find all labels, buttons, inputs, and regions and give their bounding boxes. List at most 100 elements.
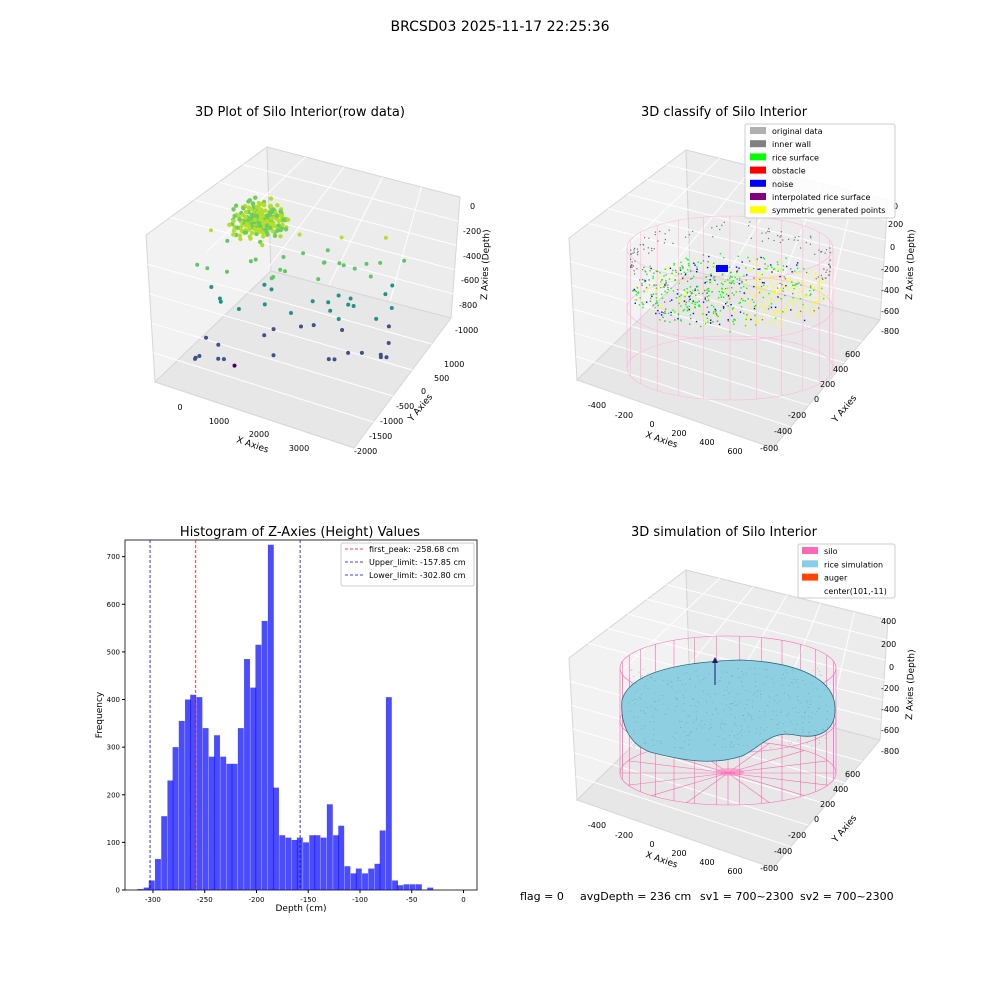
cls-point bbox=[684, 295, 686, 298]
cls-point bbox=[754, 314, 756, 317]
raw-scatter-point bbox=[262, 302, 267, 307]
cls-point bbox=[730, 275, 732, 278]
cls-point bbox=[725, 293, 728, 295]
raw-scatter-point bbox=[351, 304, 356, 308]
sim-surface-mesh-dot bbox=[775, 695, 777, 696]
sim-surface-mesh-dot bbox=[635, 683, 636, 684]
cls-point bbox=[691, 296, 693, 298]
cls-point bbox=[634, 289, 637, 292]
sim-surface-mesh-dot bbox=[697, 675, 698, 677]
cls-wall-point bbox=[823, 268, 825, 270]
cls-point bbox=[705, 322, 707, 325]
sim-surface-mesh-dot bbox=[825, 704, 827, 706]
hist-xtick-label: -150 bbox=[300, 896, 316, 904]
cls-point bbox=[773, 268, 776, 270]
cls-point bbox=[778, 315, 780, 317]
sim-surface-mesh-dot bbox=[762, 739, 764, 740]
cls-point bbox=[646, 273, 648, 275]
cls-point bbox=[718, 319, 720, 321]
cls-wall-point bbox=[698, 292, 700, 294]
cls-point bbox=[680, 273, 683, 275]
cls-point bbox=[708, 255, 710, 258]
cls-point bbox=[816, 300, 818, 303]
cls-point bbox=[755, 304, 757, 307]
cls-wall-point bbox=[694, 288, 696, 290]
sim-surface-mesh-dot bbox=[734, 723, 736, 724]
cls-point bbox=[708, 295, 710, 297]
sim-surface-mesh-dot bbox=[671, 681, 673, 683]
cls-wall-point bbox=[761, 240, 763, 242]
sim-surface-mesh-dot bbox=[778, 722, 780, 723]
cls-point bbox=[635, 294, 638, 296]
cls-point bbox=[773, 289, 776, 292]
cls-point bbox=[694, 303, 696, 305]
cls-wall-point bbox=[829, 247, 831, 249]
cls-point bbox=[750, 307, 752, 309]
sim-surface-mesh-dot bbox=[687, 715, 689, 717]
cls-wall-point bbox=[716, 283, 719, 285]
sim-ztick: -400 bbox=[881, 705, 899, 714]
cls-wall-point bbox=[768, 231, 770, 233]
sim-surface-mesh-dot bbox=[760, 727, 762, 729]
cls-point bbox=[683, 289, 685, 291]
sim-surface-mesh-dot bbox=[676, 698, 677, 700]
sim-surface-mesh-dot bbox=[701, 727, 703, 729]
cls-point bbox=[735, 291, 737, 293]
cls-point bbox=[777, 310, 779, 313]
cls-point bbox=[700, 262, 702, 264]
cls-point bbox=[732, 309, 734, 311]
cls-point bbox=[665, 268, 667, 270]
cls-point bbox=[664, 312, 667, 314]
cls-point bbox=[707, 290, 710, 292]
cls-ytick: 400 bbox=[833, 365, 848, 374]
floor-gridline bbox=[575, 355, 791, 428]
cls-point bbox=[692, 312, 695, 315]
sim-z-ticks: 400 200 0 -200 -400 -600 -800 bbox=[881, 617, 899, 756]
sim-surface-mesh-dot bbox=[775, 710, 777, 712]
raw-cluster-point bbox=[276, 223, 281, 228]
cls-point bbox=[716, 314, 718, 316]
cls-point bbox=[754, 294, 756, 296]
cls-point bbox=[809, 307, 811, 309]
sim-surface-mesh-dot bbox=[633, 729, 635, 731]
cls-legend-label: interpolated rice surface bbox=[772, 193, 870, 202]
sim-surface-mesh-dot bbox=[741, 735, 742, 737]
cls-wall-point bbox=[664, 238, 666, 241]
sim-surface-mesh-dot bbox=[653, 745, 654, 746]
cls-point bbox=[733, 319, 735, 321]
sim-surface-mesh-dot bbox=[819, 670, 820, 672]
cls-point bbox=[650, 311, 653, 314]
sim-surface-mesh-dot bbox=[707, 694, 708, 695]
raw-cluster-point bbox=[271, 207, 276, 212]
cls-point bbox=[730, 295, 733, 298]
raw-cluster-point bbox=[261, 221, 266, 227]
cls-wall-point bbox=[741, 280, 743, 282]
sim-surface-mesh-dot bbox=[788, 742, 790, 743]
raw-scatter-point bbox=[359, 350, 364, 355]
cls-point bbox=[782, 311, 784, 313]
sim-surface-mesh-dot bbox=[693, 698, 694, 700]
raw-scatter-point bbox=[386, 324, 391, 329]
sim-surface-mesh-dot bbox=[682, 694, 684, 696]
floor-gridline bbox=[153, 352, 374, 423]
cls-point bbox=[713, 279, 716, 281]
floor-gridline bbox=[571, 284, 845, 364]
cls-point bbox=[796, 267, 799, 269]
floor-gridline bbox=[570, 261, 863, 342]
cls-point bbox=[671, 299, 673, 301]
cls-point bbox=[641, 282, 643, 285]
cls-point bbox=[796, 272, 798, 274]
raw-scatter-point bbox=[310, 299, 315, 304]
cls-wall-point bbox=[636, 268, 638, 270]
cls-wall-point bbox=[782, 287, 784, 289]
sim-surface-mesh-dot bbox=[729, 735, 730, 736]
cls-point bbox=[782, 269, 784, 271]
cls-point bbox=[786, 279, 788, 281]
cls-point bbox=[731, 314, 733, 317]
cls-wall-point bbox=[760, 286, 763, 288]
cls-wall-point bbox=[643, 244, 645, 246]
sim-surface-mesh-dot bbox=[819, 740, 820, 741]
sim-surface-mesh-dot bbox=[675, 691, 677, 693]
cls-point bbox=[694, 289, 696, 291]
cls-point bbox=[691, 291, 693, 294]
